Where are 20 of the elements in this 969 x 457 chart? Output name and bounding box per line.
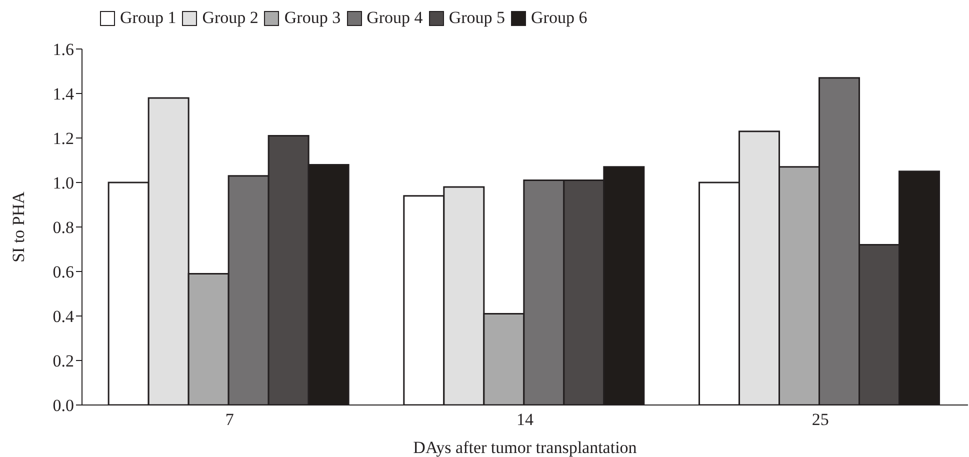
- x-tick-label: 14: [516, 410, 534, 430]
- y-tick-label: 1.2: [52, 129, 74, 148]
- y-tick-label: 0.8: [52, 218, 74, 238]
- legend-label: Group 6: [531, 8, 588, 28]
- y-tick-label: 0.4: [52, 307, 74, 326]
- y-axis-title: SI to PHA: [9, 190, 28, 262]
- legend-label: Group 2: [202, 8, 258, 28]
- y-tick-label: 1.6: [52, 40, 74, 60]
- y-tick-label: 0.0: [52, 396, 74, 416]
- y-tick-label: 1.0: [52, 174, 74, 193]
- y-tick-label: 0.2: [52, 352, 74, 371]
- legend-label: Group 3: [284, 8, 341, 28]
- legend-label: Group 4: [366, 8, 423, 28]
- x-tick-label: 25: [812, 410, 829, 430]
- x-tick-label: 7: [225, 410, 234, 430]
- legend-label: Group 1: [120, 8, 176, 28]
- x-axis-title: DAys after tumor transplantation: [413, 438, 638, 457]
- y-tick-label: 1.4: [52, 84, 74, 104]
- legend-label: Group 5: [448, 8, 506, 28]
- y-tick-label: 0.6: [52, 262, 74, 282]
